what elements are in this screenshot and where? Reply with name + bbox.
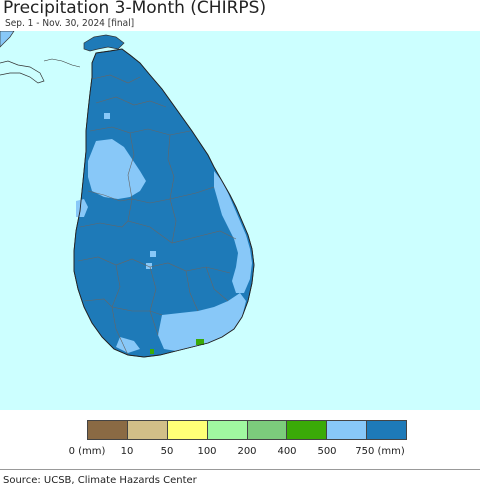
light-cell-1 [150,251,156,257]
legend-swatch-0 [88,421,128,439]
legend-ticks: 0 (mm) 10 50 100 200 400 500 750 (mm) [0,446,480,460]
light-zone-south-tip [116,337,140,353]
light-zone-east-coast [214,171,252,293]
legend-swatch-1 [127,421,168,439]
legend-tick-label: 50 [160,446,174,457]
light-cell-3 [104,113,110,119]
legend-tick-label: 10 [120,446,134,457]
color-legend [87,420,407,440]
map-subtitle: Sep. 1 - Nov. 30, 2024 [final] [5,18,135,29]
legend-swatch-4 [247,421,288,439]
jaffna-peninsula [83,34,125,52]
adams-bridge [43,58,81,68]
district-boundaries [77,74,237,356]
light-zone-northwest [88,139,146,199]
legend-swatch-7 [367,421,406,439]
light-cell-2 [146,263,152,269]
legend-tick-label: 0 (mm) [68,446,106,457]
legend-tick-label: 400 [277,446,297,457]
legend-tick-label: 500 [317,446,337,457]
legend-tick-label: 200 [237,446,257,457]
legend-swatch-2 [167,421,208,439]
precipitation-map [0,31,480,410]
legend-tick-label: 100 [197,446,217,457]
map-title: Precipitation 3-Month (CHIRPS) [3,0,267,18]
legend-tick-label: 750 (mm) [355,446,405,457]
legend-swatch-3 [207,421,248,439]
footer-divider [0,469,480,470]
green-spot-hambantota [196,339,204,345]
map-svg [0,31,480,410]
legend-swatch-5 [287,421,328,439]
light-zone-southeast [158,293,246,351]
india-coast [0,31,15,48]
source-credit: Source: UCSB, Climate Hazards Center [3,475,197,486]
india-coast-detail [0,60,45,84]
green-spot-south [150,349,154,354]
legend-swatch-6 [327,421,368,439]
sri-lanka-outline [73,48,255,358]
light-zone-west-coast [76,199,88,217]
